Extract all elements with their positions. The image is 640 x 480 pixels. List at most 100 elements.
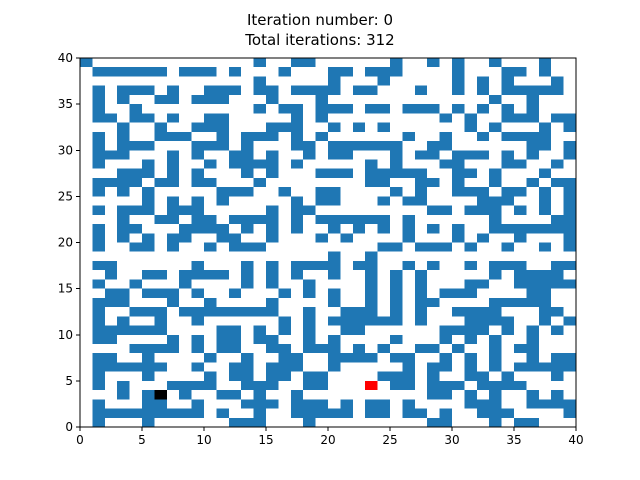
wall-cell bbox=[142, 417, 155, 427]
wall-cell bbox=[204, 380, 217, 391]
wall-cell bbox=[377, 408, 390, 418]
wall-cell bbox=[191, 270, 204, 280]
wall-cell bbox=[253, 58, 266, 68]
wall-cell bbox=[228, 159, 242, 169]
wall-cell bbox=[476, 76, 490, 86]
wall-cell bbox=[191, 177, 204, 188]
wall-cell bbox=[142, 205, 155, 215]
wall-cell bbox=[476, 196, 490, 206]
wall-cell bbox=[92, 224, 105, 234]
wall-cell bbox=[154, 343, 167, 354]
wall-cell bbox=[315, 233, 328, 243]
wall-cell bbox=[476, 316, 490, 326]
wall-cell bbox=[377, 343, 390, 354]
wall-cell bbox=[563, 242, 576, 252]
wall-cell bbox=[563, 122, 576, 132]
wall-cell bbox=[439, 334, 452, 344]
wall-cell bbox=[427, 242, 440, 252]
wall-cell bbox=[538, 224, 552, 234]
wall-cell bbox=[92, 399, 105, 409]
wall-cell bbox=[402, 104, 415, 114]
wall-cell bbox=[526, 177, 539, 188]
wall-cell bbox=[129, 408, 142, 418]
wall-cell bbox=[526, 131, 539, 142]
x-tick-label: 30 bbox=[444, 433, 459, 447]
wall-cell bbox=[117, 177, 130, 188]
wall-cell bbox=[204, 224, 217, 234]
wall-cell bbox=[92, 150, 105, 160]
wall-cell bbox=[117, 233, 130, 243]
wall-cell bbox=[526, 297, 539, 308]
wall-cell bbox=[241, 187, 254, 197]
wall-cell bbox=[253, 76, 266, 86]
wall-cell bbox=[303, 316, 316, 326]
wall-cell bbox=[563, 113, 576, 123]
wall-cell bbox=[266, 150, 279, 160]
wall-cell bbox=[204, 297, 217, 308]
wall-cell bbox=[402, 196, 415, 206]
wall-cell bbox=[538, 288, 552, 298]
wall-cell bbox=[92, 334, 105, 344]
wall-cell bbox=[476, 233, 490, 243]
wall-cell bbox=[117, 94, 130, 105]
wall-cell bbox=[117, 214, 130, 225]
wall-cell bbox=[154, 307, 167, 317]
wall-cell bbox=[328, 141, 341, 151]
wall-cell bbox=[427, 371, 440, 381]
wall-cell bbox=[365, 104, 378, 114]
wall-cell bbox=[266, 297, 279, 308]
wall-cell bbox=[377, 177, 390, 188]
wall-cell bbox=[129, 343, 142, 354]
wall-cell bbox=[563, 279, 576, 289]
wall-cell bbox=[476, 380, 490, 391]
wall-cell bbox=[452, 159, 465, 169]
wall-cell bbox=[365, 399, 378, 409]
wall-cell bbox=[104, 150, 118, 160]
wall-cell bbox=[179, 233, 192, 243]
wall-cell bbox=[328, 196, 341, 206]
wall-cell bbox=[427, 297, 440, 308]
wall-cell bbox=[526, 85, 539, 95]
wall-cell bbox=[92, 159, 105, 169]
wall-cell bbox=[526, 325, 539, 335]
wall-cell bbox=[427, 177, 440, 188]
wall-cell bbox=[191, 362, 204, 372]
wall-cell bbox=[278, 67, 291, 77]
wall-cell bbox=[501, 104, 514, 114]
wall-cell bbox=[476, 205, 490, 215]
wall-cell bbox=[414, 316, 428, 326]
wall-cell bbox=[476, 399, 490, 409]
wall-cell bbox=[117, 150, 130, 160]
wall-cell bbox=[166, 196, 180, 206]
wall-cell bbox=[427, 260, 440, 271]
wall-cell bbox=[464, 353, 477, 363]
wall-cell bbox=[501, 325, 514, 335]
wall-cell bbox=[439, 417, 452, 427]
y-tick-label: 30 bbox=[58, 143, 73, 157]
wall-cell bbox=[117, 85, 130, 95]
wall-cell bbox=[154, 288, 167, 298]
wall-cell bbox=[92, 408, 105, 418]
wall-cell bbox=[390, 334, 403, 344]
wall-cell bbox=[266, 279, 279, 289]
wall-cell bbox=[501, 187, 514, 197]
wall-cell bbox=[563, 177, 576, 188]
wall-cell bbox=[315, 380, 328, 391]
wall-cell bbox=[104, 270, 118, 280]
wall-cell bbox=[340, 141, 353, 151]
wall-cell bbox=[452, 85, 465, 95]
wall-cell bbox=[241, 399, 254, 409]
wall-cell bbox=[104, 288, 118, 298]
wall-cell bbox=[216, 122, 229, 132]
wall-cell bbox=[154, 131, 167, 142]
wall-cell bbox=[452, 168, 465, 178]
wall-cell bbox=[92, 131, 105, 142]
wall-cell bbox=[204, 122, 217, 132]
wall-cell bbox=[179, 131, 192, 142]
wall-cell bbox=[117, 168, 130, 178]
wall-cell bbox=[290, 196, 304, 206]
wall-cell bbox=[104, 260, 118, 271]
wall-cell bbox=[377, 104, 390, 114]
wall-cell bbox=[241, 260, 254, 271]
wall-cell bbox=[476, 104, 490, 114]
